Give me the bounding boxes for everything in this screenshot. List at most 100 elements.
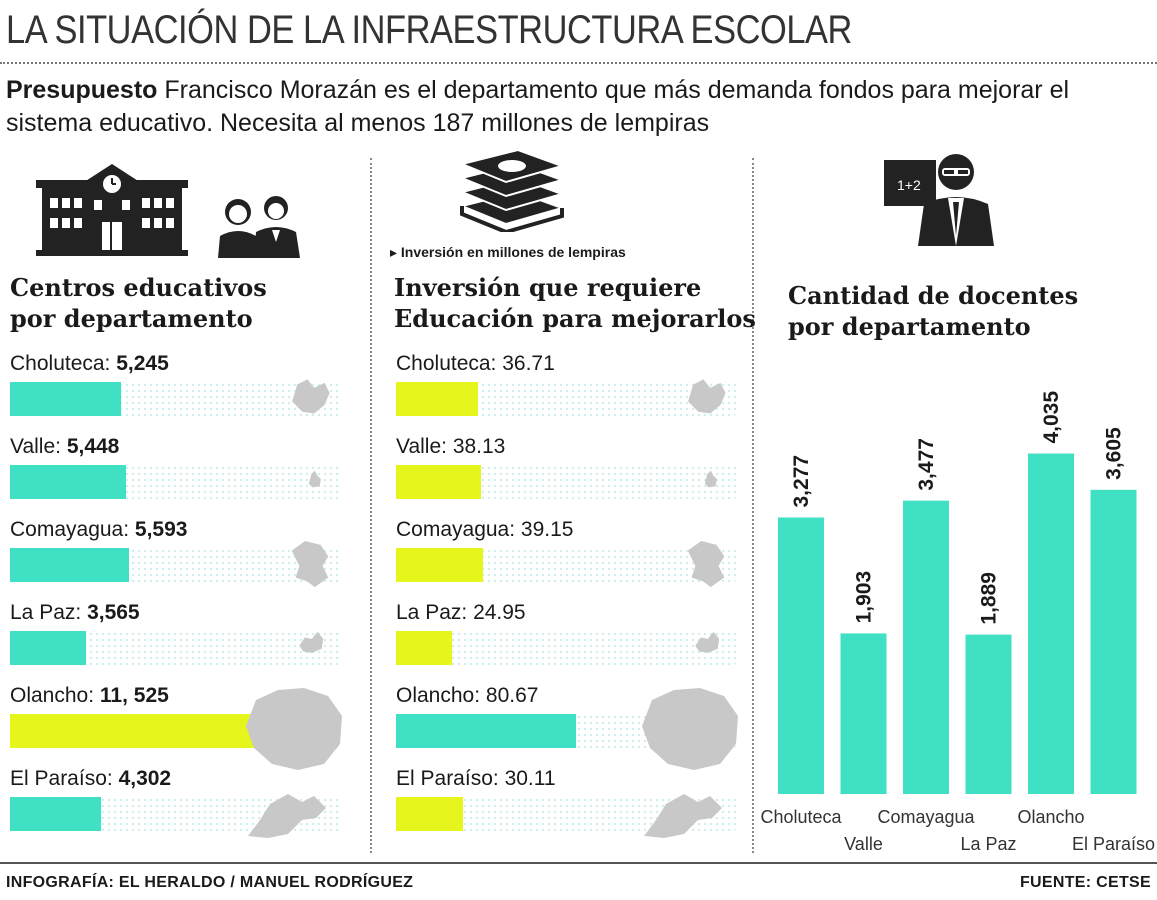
chart2-row: El Paraíso: 30.11 [396, 767, 736, 845]
category-label: Comayagua: [396, 518, 521, 541]
bar-track [396, 631, 736, 665]
chart2-title-line-2: Educación para mejorarlos [394, 304, 756, 333]
value-label: 30.11 [504, 767, 556, 790]
category-label: Olancho: [396, 684, 486, 707]
chart2-row-label: Valle: 38.13 [396, 435, 505, 459]
unit-note: ▸ Inversión en millones de lempiras [390, 244, 626, 260]
chart3-title-line-1: Cantidad de docentes [788, 281, 1079, 310]
category-label: El Paraíso: [10, 767, 119, 790]
department-map-icon [695, 631, 720, 653]
chart2-row: Valle: 38.13 [396, 435, 736, 513]
category-tick-label: Choluteca [760, 807, 842, 827]
value-label: 5,245 [116, 352, 169, 375]
chart2-row: Comayagua: 39.15 [396, 518, 736, 596]
category-tick-label: Valle [844, 834, 883, 854]
bar-track [10, 548, 340, 582]
bar [965, 634, 1012, 794]
bar [396, 548, 484, 582]
category-label: Olancho: [10, 684, 100, 707]
column-divider-left [370, 158, 372, 853]
category-label: Choluteca: [396, 352, 503, 375]
chart1-row-label: Choluteca: 5,245 [10, 352, 169, 376]
bar-track [396, 382, 736, 416]
chart3-title-line-2: por departamento [788, 312, 1031, 341]
chart2-row-label: Choluteca: 36.71 [396, 352, 555, 376]
teacher-icon: 1+2 [884, 154, 994, 246]
bar [396, 714, 577, 748]
chart1-row-label: Comayagua: 5,593 [10, 518, 187, 542]
chart1-row: La Paz: 3,565 [10, 601, 340, 679]
data-label: 3,477 [915, 438, 938, 491]
department-map-icon [688, 379, 726, 414]
category-label: La Paz: [10, 601, 88, 624]
category-label: Valle: [396, 435, 453, 458]
bar [1028, 453, 1074, 794]
bar [10, 714, 255, 748]
bar [10, 465, 126, 499]
chart1-row: Valle: 5,448 [10, 435, 340, 513]
category-tick-label: Comayagua [877, 807, 975, 827]
category-tick-label: Olancho [1017, 807, 1084, 827]
value-label: 3,565 [87, 601, 140, 624]
department-map-icon [246, 688, 342, 770]
bar [10, 797, 102, 831]
department-map-icon [308, 470, 321, 488]
bar [396, 631, 452, 665]
data-label: 1,889 [978, 572, 1001, 625]
chart2-title-line-1: Inversión que requiere [394, 273, 702, 302]
department-map-icon [704, 470, 717, 488]
chart2-row: La Paz: 24.95 [396, 601, 736, 679]
chart1-title-line-1: Centros educativos [10, 273, 267, 302]
bar [778, 517, 824, 794]
category-label: El Paraíso: [396, 767, 505, 790]
value-label: 5,593 [134, 518, 188, 541]
department-map-icon [642, 688, 738, 770]
department-map-icon [687, 541, 725, 588]
footer-credit: INFOGRAFÍA: EL HERALDO / MANUEL RODRÍGUE… [6, 874, 414, 891]
bar [10, 548, 129, 582]
chart2-row-label: El Paraíso: 30.11 [396, 767, 556, 791]
category-label: Valle: [10, 435, 67, 458]
value-label: 4,302 [118, 767, 172, 790]
students-icon [218, 196, 300, 258]
value-label: 11, 525 [99, 684, 169, 707]
bar-track [396, 465, 736, 499]
footer-divider [0, 862, 1157, 864]
department-map-icon [292, 379, 330, 414]
category-tick-label: La Paz [960, 834, 1016, 854]
bar-track [10, 631, 340, 665]
chart1-title: Centros educativos por departamento [10, 272, 267, 334]
bar-track [396, 548, 736, 582]
subtitle-text: Francisco Morazán es el departamento que… [6, 76, 1070, 137]
bar [396, 797, 464, 831]
value-label: 5,448 [66, 435, 120, 458]
bar [10, 382, 122, 416]
value-label: 36.71 [502, 352, 555, 375]
title-divider [0, 62, 1157, 64]
department-map-icon [291, 541, 329, 588]
chart3-title: Cantidad de docentes por departamento [788, 280, 1078, 342]
chart1-title-line-2: por departamento [10, 304, 253, 333]
category-label: Comayagua: [10, 518, 135, 541]
data-label: 3,605 [1103, 427, 1126, 480]
school-building-icon [36, 164, 188, 256]
chart1-row-label: Olancho: 11, 525 [10, 684, 169, 708]
chart1-row: El Paraíso: 4,302 [10, 767, 340, 845]
chart2-row: Olancho: 80.67 [396, 684, 738, 770]
value-label: 24.95 [473, 601, 526, 624]
page-title: LA SITUACIÓN DE LA INFRAESTRUCTURA ESCOL… [6, 8, 852, 52]
department-map-icon [248, 794, 326, 838]
category-tick-label: El Paraíso [1072, 834, 1155, 854]
department-map-icon [644, 794, 722, 838]
value-label: 80.67 [485, 684, 539, 707]
svg-text:1+2: 1+2 [897, 177, 921, 193]
value-label: 38.13 [452, 435, 506, 458]
bar-track [10, 465, 340, 499]
chart1-row: Choluteca: 5,245 [10, 352, 340, 430]
chart2-title: Inversión que requiere Educación para me… [394, 272, 756, 334]
data-label: 1,903 [853, 571, 876, 624]
chart1-row-label: Valle: 5,448 [10, 435, 119, 459]
chart1-row-label: El Paraíso: 4,302 [10, 767, 171, 791]
footer-source: FUENTE: CETSE [1019, 874, 1151, 891]
category-label: Choluteca: [10, 352, 117, 375]
